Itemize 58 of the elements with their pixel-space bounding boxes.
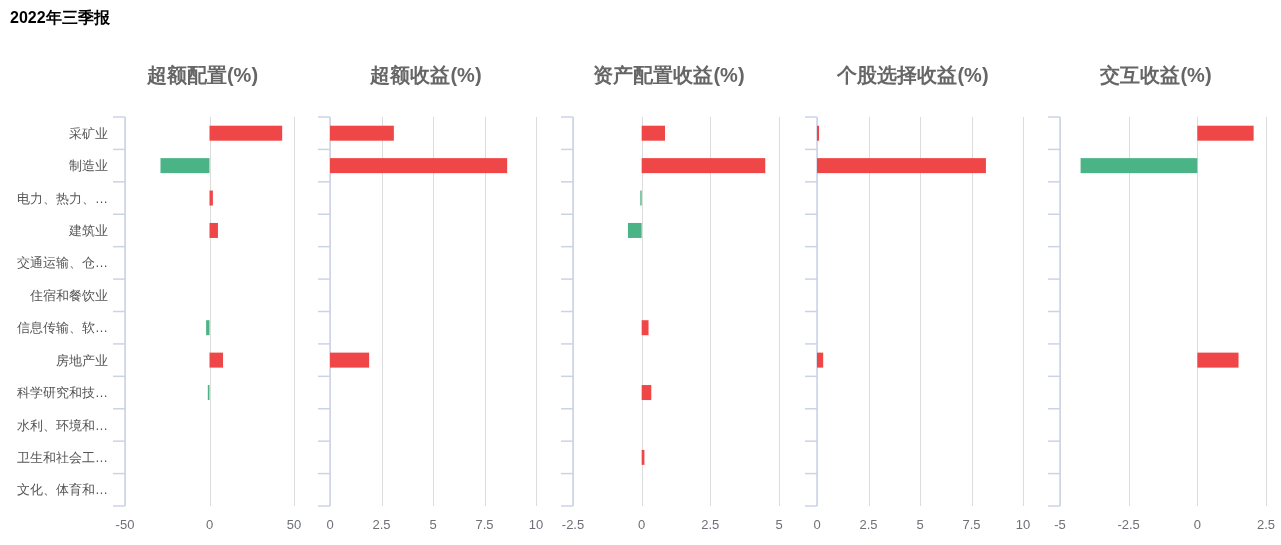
chart-title: 交互收益(%) (1099, 64, 1212, 86)
x-tick-label: 50 (286, 517, 302, 532)
y-tick-label: 电力、热力、… (17, 190, 108, 206)
x-tick-label: 5 (429, 517, 437, 532)
bar (1197, 125, 1254, 141)
x-tick-label: 7.5 (962, 517, 981, 532)
chart-title: 超额配置(%) (145, 64, 259, 86)
bar (627, 222, 642, 238)
chart-title: 超额收益(%) (369, 64, 482, 86)
x-tick-label: 0 (205, 517, 214, 532)
x-tick-label: 10 (1015, 517, 1031, 532)
bar (1197, 352, 1239, 368)
bar (209, 222, 218, 238)
y-tick-label: 科学研究和技… (17, 385, 108, 401)
x-tick-label: 2.5 (372, 517, 391, 532)
y-tick-label: 房地产业 (56, 352, 108, 368)
x-tick-label: 2.5 (1256, 517, 1276, 532)
x-tick-label: -2.5 (1117, 517, 1140, 532)
x-tick-label: 2.5 (859, 517, 878, 532)
bar (206, 320, 210, 336)
x-tick-label: 0 (326, 517, 334, 532)
bar (330, 125, 394, 141)
bar (330, 352, 370, 368)
bar (641, 125, 666, 141)
bar (160, 158, 210, 174)
y-tick-label: 住宿和餐饮业 (29, 287, 108, 303)
bar (209, 352, 224, 368)
x-tick-label: 2.5 (701, 517, 720, 532)
bar (641, 158, 766, 174)
bar (209, 125, 283, 141)
y-tick-label: 卫生和社会工… (17, 449, 108, 465)
y-tick-label: 建筑业 (68, 223, 108, 239)
y-tick-label: 采矿业 (69, 125, 108, 141)
y-tick-label: 交通运输、仓… (17, 255, 108, 271)
x-tick-label: -5 (1054, 517, 1066, 532)
bar (641, 320, 649, 336)
bar (1080, 158, 1198, 174)
bar (641, 385, 652, 401)
x-tick-label: 0 (638, 517, 646, 532)
bar (817, 125, 820, 141)
chart-title: 资产配置收益(%) (593, 64, 745, 86)
bar (330, 158, 508, 174)
x-tick-label: 10 (528, 517, 544, 532)
chart-title: 个股选择收益(%) (836, 64, 989, 86)
x-tick-label: -2.5 (561, 517, 585, 532)
y-tick-label: 信息传输、软… (17, 320, 108, 336)
x-tick-label: 5 (916, 517, 924, 532)
x-tick-label: 5 (775, 517, 783, 532)
x-tick-label: 0 (813, 517, 821, 532)
x-tick-label: 7.5 (475, 517, 494, 532)
x-tick-label: -50 (115, 517, 135, 532)
y-tick-label: 水利、环境和… (17, 417, 108, 433)
y-tick-label: 文化、体育和… (17, 482, 108, 498)
text: 2022年三季报 (10, 9, 111, 26)
y-tick-label: 制造业 (69, 158, 108, 174)
bar (817, 158, 986, 174)
bar (817, 352, 824, 368)
x-tick-label: 0 (1193, 517, 1201, 532)
